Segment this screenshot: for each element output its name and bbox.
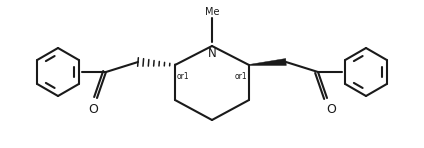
Text: N: N xyxy=(208,47,216,60)
Text: Me: Me xyxy=(205,7,219,17)
Polygon shape xyxy=(249,58,286,66)
Text: or1: or1 xyxy=(177,71,189,81)
Text: O: O xyxy=(326,103,336,115)
Text: or1: or1 xyxy=(235,71,247,81)
Text: O: O xyxy=(88,103,98,115)
